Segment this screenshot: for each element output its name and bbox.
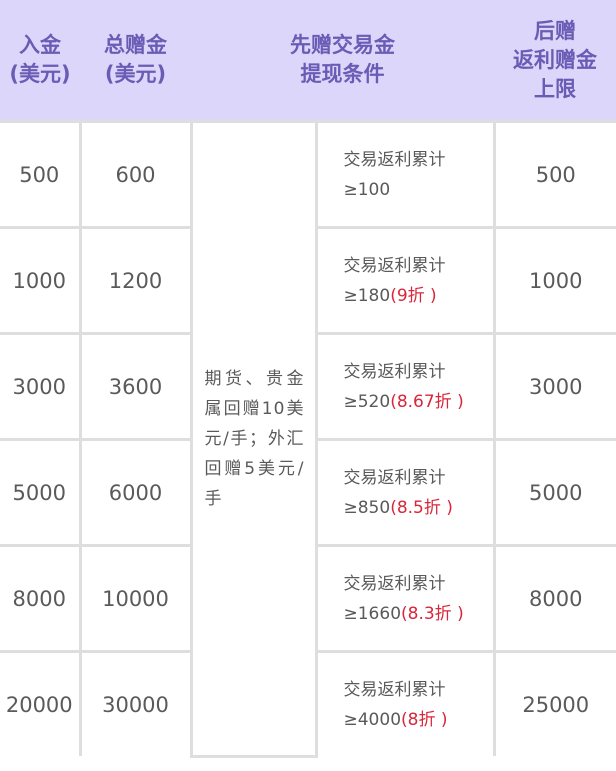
total-bonus-cell: 10000: [78, 544, 193, 653]
cap-cell: 5000: [492, 438, 616, 547]
condition-value: ≥180: [343, 285, 391, 306]
header-line: (美元): [9, 62, 71, 86]
deposit-cell: 20000: [0, 650, 82, 756]
discount: (9折 ): [390, 285, 437, 306]
discount: (8.3折 ): [401, 603, 464, 624]
condition-label: 交易返利累计: [343, 467, 446, 488]
total-bonus-cell: 1200: [78, 227, 193, 335]
table-row: 3000 3600 交易返利累计 ≥520(8.67折 ) 3000: [0, 332, 616, 441]
condition-cell: 交易返利累计 ≥4000(8折 ): [314, 650, 496, 756]
deposit-cell: 500: [0, 120, 82, 229]
condition-label: 交易返利累计: [343, 573, 446, 594]
condition-value: ≥100: [343, 179, 391, 200]
condition-value-line: ≥1660(8.3折 ): [344, 599, 493, 629]
condition-cell: 交易返利累计 ≥850(8.5折 ): [314, 438, 496, 547]
header-line: (美元): [104, 62, 167, 86]
condition-value-line: ≥4000(8折 ): [344, 705, 493, 735]
condition-cell: 交易返利累计 ≥180(9折 ): [314, 227, 496, 335]
condition-value-line: ≥180(9折 ): [344, 281, 493, 311]
total-bonus-cell: 3600: [78, 332, 193, 441]
condition-value: ≥1660: [343, 603, 402, 624]
condition-cell: 交易返利累计 ≥100: [314, 120, 496, 229]
header-line: 提现条件: [300, 62, 385, 86]
header-line: 上限: [534, 76, 576, 101]
condition-value: ≥520: [343, 391, 391, 412]
condition-value-line: ≥100: [344, 175, 493, 205]
deposit-cell: 1000: [0, 227, 82, 335]
header-deposit: 入金 (美元): [0, 0, 80, 122]
condition-value-line: ≥850(8.5折 ): [344, 493, 493, 523]
total-bonus-cell: 6000: [78, 438, 193, 547]
header-line: 总赠金: [104, 33, 167, 57]
table-row: 20000 30000 交易返利累计 ≥4000(8折 ) 25000: [0, 650, 616, 756]
header-line: 入金: [19, 33, 61, 57]
condition-label: 交易返利累计: [343, 361, 446, 382]
discount: (8.67折 ): [390, 391, 464, 412]
cap-cell: 500: [492, 120, 616, 229]
deposit-cell: 8000: [0, 544, 82, 653]
condition-cell: 交易返利累计 ≥520(8.67折 ): [314, 332, 496, 441]
total-bonus-cell: 30000: [78, 650, 193, 756]
header-line: 返利赠金: [513, 47, 597, 72]
header-total-bonus: 总赠金 (美元): [80, 0, 191, 122]
condition-value-line: ≥520(8.67折 ): [344, 387, 493, 417]
table-row: 500 600 期货、贵金属回赠10美元/手；外汇回赠5美元/手 交易返利累计 ≥10…: [0, 120, 616, 758]
discount: (8折 ): [401, 709, 448, 730]
deposit-cell: 3000: [0, 332, 82, 441]
cap-cell: 3000: [492, 332, 616, 441]
table-row: 1000 1200 交易返利累计 ≥180(9折 ) 1000: [0, 227, 616, 335]
total-bonus-cell: 600: [78, 120, 193, 229]
cap-cell: 25000: [492, 650, 616, 756]
discount: (8.5折 ): [390, 497, 453, 518]
condition-label: 交易返利累计: [343, 149, 446, 170]
condition-cell: 交易返利累计 ≥1660(8.3折 ): [314, 544, 496, 653]
condition-label: 交易返利累计: [343, 255, 446, 276]
condition-value: ≥4000: [343, 709, 402, 730]
condition-label: 交易返利累计: [343, 679, 446, 700]
condition-value: ≥850: [343, 497, 391, 518]
table-row: 8000 10000 交易返利累计 ≥1660(8.3折 ) 8000: [0, 544, 616, 653]
header-withdraw-condition: 先赠交易金 提现条件: [191, 0, 494, 122]
cap-cell: 8000: [492, 544, 616, 653]
header-cap: 后赠 返利赠金 上限: [494, 0, 616, 122]
deposit-cell: 5000: [0, 438, 82, 547]
table-row: 5000 6000 交易返利累计 ≥850(8.5折 ) 5000: [0, 438, 616, 547]
header-line: 后赠: [534, 18, 576, 43]
table-header: 入金 (美元) 总赠金 (美元) 先赠交易金提现条件 后赠返利赠金上限: [0, 0, 616, 122]
shared-condition-cell: 期货、贵金属回赠10美元/手；外汇回赠5美元/手: [189, 120, 318, 758]
cap-cell: 1000: [492, 227, 616, 335]
header-line: 先赠交易金: [290, 33, 395, 57]
